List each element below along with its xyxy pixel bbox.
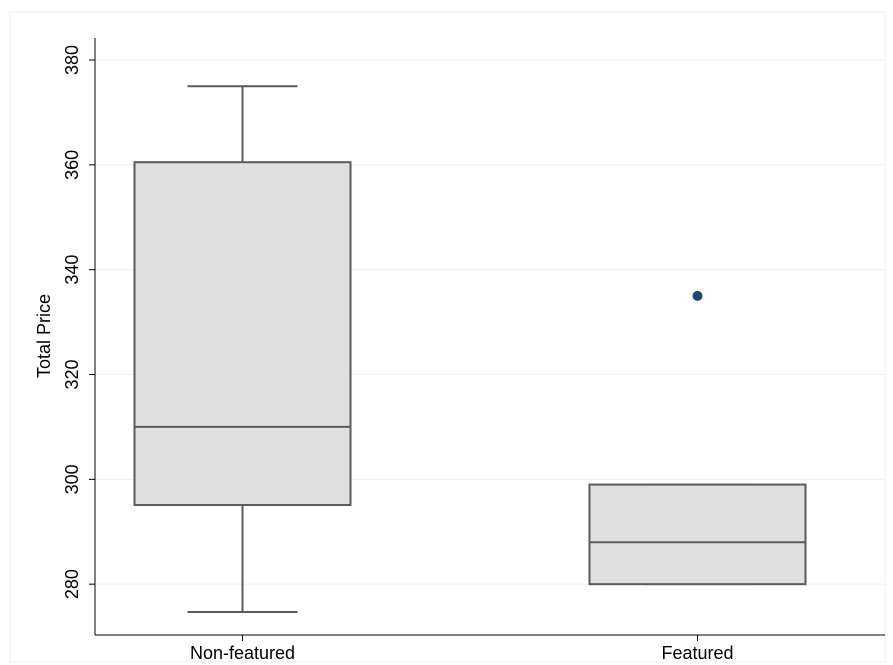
x-tick-label: Featured: [661, 643, 733, 663]
y-tick-label: 280: [62, 569, 82, 599]
outlier: [692, 290, 703, 301]
y-tick-label: 340: [62, 255, 82, 285]
y-tick-label: 320: [62, 359, 82, 389]
box: [588, 483, 807, 586]
y-tick-label: 300: [62, 464, 82, 494]
y-tick-label: 380: [62, 45, 82, 75]
box: [133, 161, 352, 507]
x-tick-label: Non-featured: [190, 643, 295, 663]
y-axis-label: Total Price: [34, 294, 54, 378]
y-tick-label: 360: [62, 150, 82, 180]
